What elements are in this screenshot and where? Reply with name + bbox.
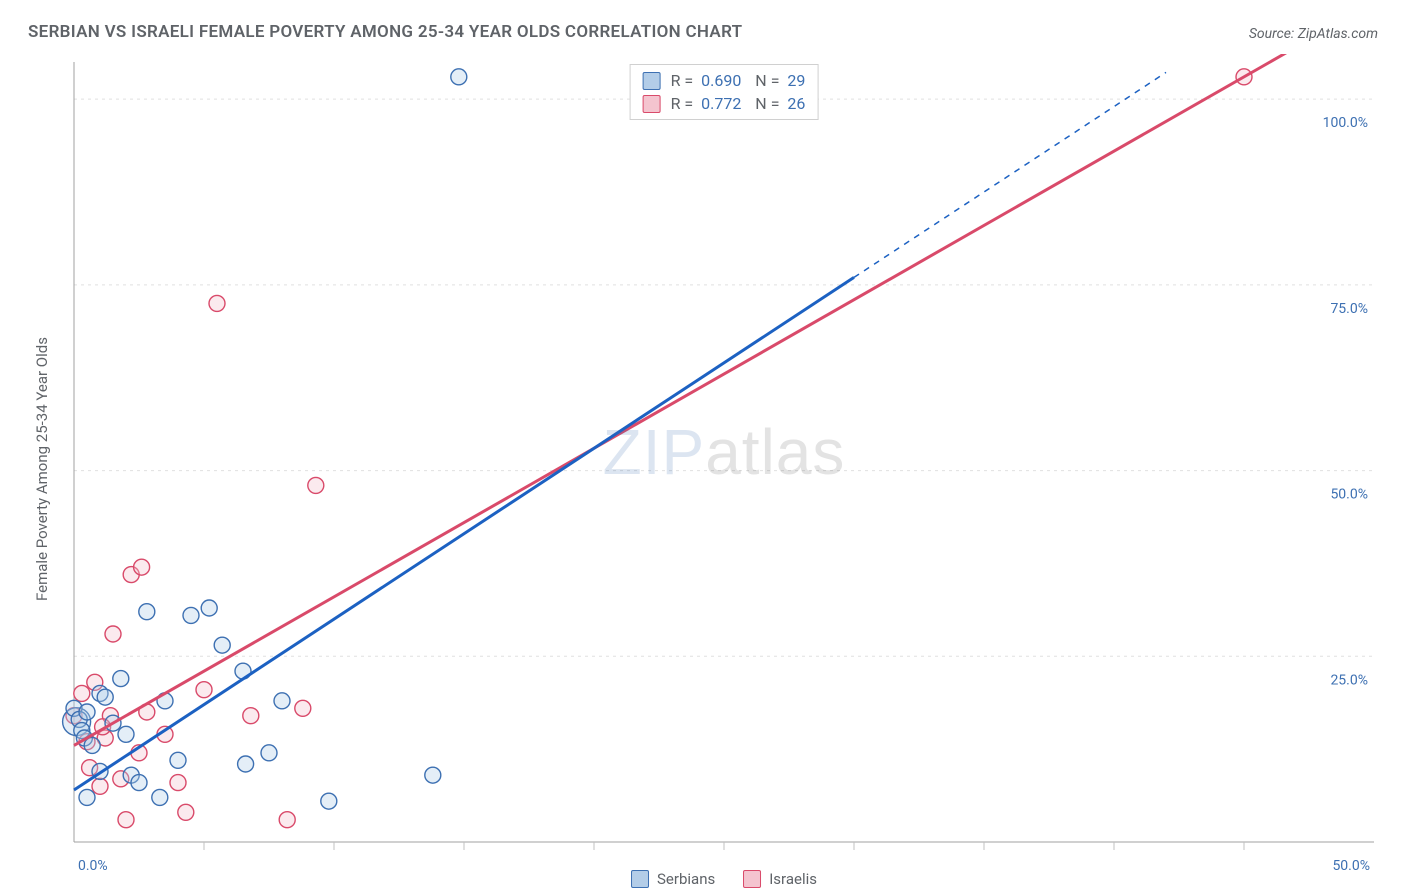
y-axis-label: Female Poverty Among 25-34 Year Olds — [33, 337, 51, 601]
swatch-icon — [743, 870, 761, 888]
legend-item-israelis: Israelis — [743, 870, 817, 888]
swatch-icon — [643, 72, 661, 90]
source-credit: Source: ZipAtlas.com — [1249, 26, 1378, 42]
series-legend: Serbians Israelis — [631, 870, 817, 888]
legend-item-serbians: Serbians — [631, 870, 715, 888]
swatch-icon — [631, 870, 649, 888]
svg-text:100.0%: 100.0% — [1323, 115, 1368, 131]
chart-area: Female Poverty Among 25-34 Year Olds 25.… — [54, 54, 1394, 884]
correlation-row-2: R = 0.772 N = 26 — [641, 92, 808, 115]
correlation-row-1: R = 0.690 N = 29 — [641, 69, 808, 92]
swatch-icon — [643, 95, 661, 113]
chart-title: SERBIAN VS ISRAELI FEMALE POVERTY AMONG … — [28, 22, 742, 42]
svg-text:0.0%: 0.0% — [78, 858, 108, 874]
svg-text:25.0%: 25.0% — [1330, 672, 1368, 688]
svg-text:50.0%: 50.0% — [1330, 487, 1368, 503]
svg-text:75.0%: 75.0% — [1330, 301, 1368, 317]
scatter-svg: 25.0% 50.0% 75.0% 100.0% 0.0% 50.0% — [54, 54, 1394, 884]
svg-text:50.0%: 50.0% — [1332, 858, 1370, 874]
correlation-legend: R = 0.690 N = 29 R = 0.772 N = 26 — [630, 64, 819, 120]
